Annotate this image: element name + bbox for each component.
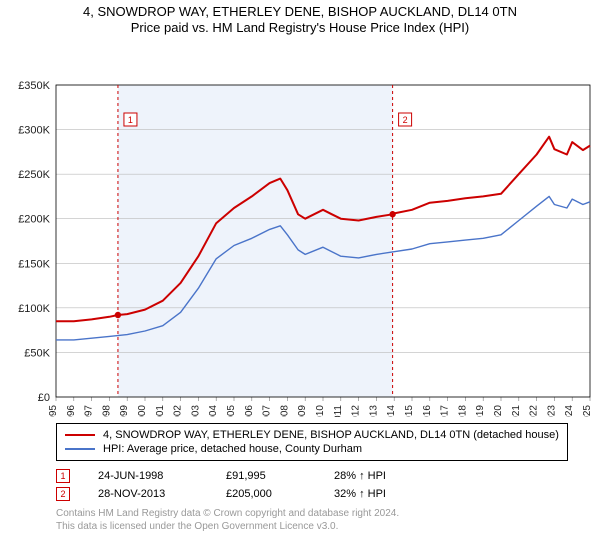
- svg-text:2020: 2020: [493, 404, 504, 416]
- svg-text:1995: 1995: [48, 404, 59, 416]
- chart-area: £0 £50K £100K £150K £200K £250K £300K £350K 1995…: [0, 37, 600, 417]
- svg-text:£300K: £300K: [18, 124, 50, 136]
- footer: Contains HM Land Registry data © Crown c…: [56, 507, 568, 533]
- footer-line1: Contains HM Land Registry data © Crown c…: [56, 507, 568, 520]
- svg-text:2025: 2025: [582, 404, 593, 416]
- sale-date: 24-JUN-1998: [98, 470, 198, 482]
- sale-price: £91,995: [226, 470, 306, 482]
- svg-text:£250K: £250K: [18, 169, 50, 181]
- footer-line2: This data is licensed under the Open Gov…: [56, 520, 568, 533]
- svg-text:2022: 2022: [529, 404, 540, 416]
- svg-text:2001: 2001: [155, 404, 166, 416]
- svg-text:1: 1: [128, 115, 133, 125]
- title-line1: 4, SNOWDROP WAY, ETHERLEY DENE, BISHOP A…: [0, 4, 600, 20]
- chart-title: 4, SNOWDROP WAY, ETHERLEY DENE, BISHOP A…: [0, 0, 600, 37]
- svg-text:£200K: £200K: [18, 213, 50, 225]
- sale-row: 2 28-NOV-2013 £205,000 32% ↑ HPI: [56, 485, 568, 503]
- svg-text:2000: 2000: [137, 404, 148, 416]
- svg-text:2012: 2012: [351, 404, 362, 416]
- svg-text:2011: 2011: [333, 404, 344, 416]
- svg-text:£350K: £350K: [18, 80, 50, 92]
- svg-text:2017: 2017: [440, 404, 451, 416]
- legend-row: HPI: Average price, detached house, Coun…: [65, 442, 559, 456]
- title-line2: Price paid vs. HM Land Registry's House …: [0, 20, 600, 36]
- sale-date: 28-NOV-2013: [98, 488, 198, 500]
- svg-text:£100K: £100K: [18, 302, 50, 314]
- svg-text:2024: 2024: [564, 404, 575, 416]
- svg-text:2010: 2010: [315, 404, 326, 416]
- line-chart: £0 £50K £100K £150K £200K £250K £300K £350K 1995…: [0, 37, 600, 417]
- svg-text:2005: 2005: [226, 404, 237, 416]
- svg-text:2003: 2003: [190, 404, 201, 416]
- svg-text:2019: 2019: [475, 404, 486, 416]
- svg-text:2006: 2006: [244, 404, 255, 416]
- legend-label: HPI: Average price, detached house, Coun…: [103, 443, 362, 455]
- svg-text:1997: 1997: [84, 404, 95, 416]
- legend-row: 4, SNOWDROP WAY, ETHERLEY DENE, BISHOP A…: [65, 428, 559, 442]
- svg-text:2015: 2015: [404, 404, 415, 416]
- svg-text:2009: 2009: [297, 404, 308, 416]
- svg-text:£50K: £50K: [24, 347, 50, 359]
- svg-text:1999: 1999: [119, 404, 130, 416]
- sale-relative: 28% ↑ HPI: [334, 470, 424, 482]
- svg-text:2002: 2002: [173, 404, 184, 416]
- sale-row: 1 24-JUN-1998 £91,995 28% ↑ HPI: [56, 467, 568, 485]
- svg-text:2008: 2008: [279, 404, 290, 416]
- svg-text:2013: 2013: [368, 404, 379, 416]
- sale-price: £205,000: [226, 488, 306, 500]
- legend: 4, SNOWDROP WAY, ETHERLEY DENE, BISHOP A…: [56, 423, 568, 461]
- svg-text:2016: 2016: [422, 404, 433, 416]
- sales-table: 1 24-JUN-1998 £91,995 28% ↑ HPI 2 28-NOV…: [56, 467, 568, 503]
- svg-text:2: 2: [403, 115, 408, 125]
- svg-text:2023: 2023: [546, 404, 557, 416]
- svg-text:1998: 1998: [101, 404, 112, 416]
- svg-text:2014: 2014: [386, 404, 397, 416]
- svg-text:2004: 2004: [208, 404, 219, 416]
- legend-swatch: [65, 434, 95, 436]
- svg-text:£0: £0: [38, 392, 50, 404]
- svg-text:2007: 2007: [262, 404, 273, 416]
- svg-text:£150K: £150K: [18, 258, 50, 270]
- sale-relative: 32% ↑ HPI: [334, 488, 424, 500]
- svg-text:1996: 1996: [66, 404, 77, 416]
- sale-marker: 2: [56, 487, 70, 501]
- svg-text:2021: 2021: [511, 404, 522, 416]
- sale-marker: 1: [56, 469, 70, 483]
- svg-text:2018: 2018: [457, 404, 468, 416]
- legend-swatch: [65, 448, 95, 450]
- legend-label: 4, SNOWDROP WAY, ETHERLEY DENE, BISHOP A…: [103, 429, 559, 441]
